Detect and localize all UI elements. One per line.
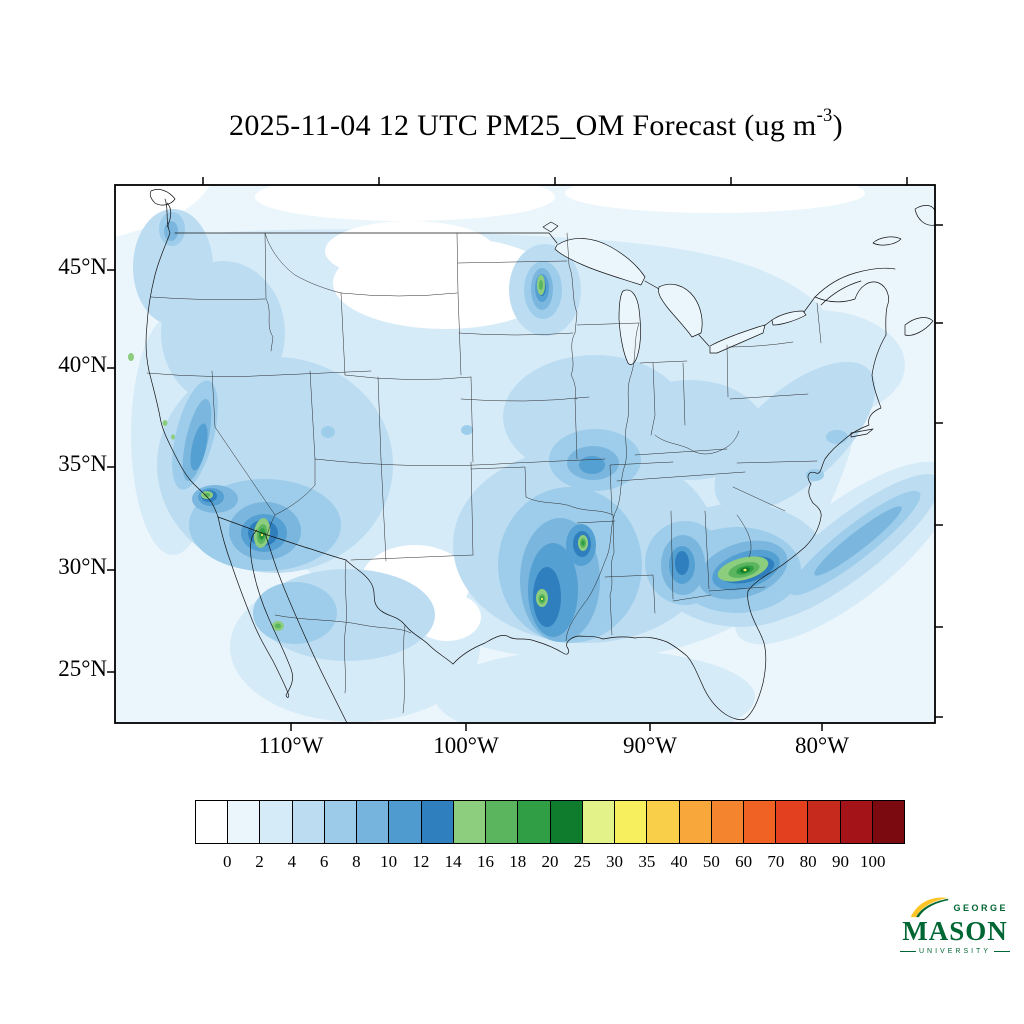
colorbar-tick-label: 6 bbox=[319, 852, 329, 871]
contour-level-min bbox=[115, 185, 865, 641]
colorbar-cell bbox=[291, 800, 325, 844]
colorbar-cell bbox=[614, 800, 648, 844]
colorbar-tick-label: 8 bbox=[352, 852, 361, 871]
colorbar-cell bbox=[420, 800, 454, 844]
axis-tick-marks bbox=[107, 177, 943, 731]
colorbar-tick-label: 60 bbox=[735, 852, 753, 871]
colorbar-tick-label: 20 bbox=[541, 852, 559, 871]
colorbar-cell bbox=[227, 800, 261, 844]
gmu-mason-text: MASON bbox=[902, 916, 1008, 946]
colorbar-cell bbox=[742, 800, 777, 844]
map-frame-border bbox=[114, 184, 936, 724]
lat-tick-label: 25°N bbox=[58, 656, 107, 681]
map-linework bbox=[145, 189, 935, 723]
lat-tick-label: 40°N bbox=[58, 352, 107, 377]
lat-tick-label: 30°N bbox=[58, 554, 107, 579]
lon-tick-label: 110°W bbox=[258, 733, 324, 758]
gmu-rule-left bbox=[900, 951, 916, 952]
colorbar-tick-label: 50 bbox=[702, 852, 720, 871]
colorbar-tick-label: 2 bbox=[255, 852, 264, 871]
chart-title-suffix: ) bbox=[832, 109, 843, 142]
colorbar-tick-label: 0 bbox=[223, 852, 232, 871]
great-lakes bbox=[554, 238, 807, 365]
colorbar-cell bbox=[646, 800, 680, 844]
colorbar-cell bbox=[710, 800, 744, 844]
colorbar-tick-label: 90 bbox=[831, 852, 849, 871]
gmu-logo-top-row: GEORGE bbox=[900, 896, 1010, 918]
gmu-rule-right bbox=[994, 951, 1011, 952]
lat-tick-label: 45°N bbox=[58, 254, 107, 279]
colorbar-tick-label: 40 bbox=[670, 852, 688, 871]
colorbar-tick-label: 70 bbox=[767, 852, 785, 871]
gmu-george-text: GEORGE bbox=[953, 903, 1008, 913]
colorbar-tick-labels: 0 2 4 6 8 10 12 14 16 18 20 25 30 35 40 50 60 70 80 90 100 bbox=[195, 852, 905, 876]
colorbar-cell bbox=[549, 800, 583, 844]
colorbar-tick-label: 80 bbox=[799, 852, 817, 871]
gmu-university-row: UNIVERSITY bbox=[900, 948, 1011, 955]
colorbar-tick-label: 18 bbox=[509, 852, 527, 871]
gmu-university-text: UNIVERSITY bbox=[919, 948, 992, 955]
colorbar-cell bbox=[452, 800, 487, 844]
chart-title: 2025-11-04 12 UTC PM25_OM Forecast (ug m… bbox=[46, 105, 1024, 143]
chart-title-text: 2025-11-04 12 UTC PM25_OM Forecast (ug m bbox=[229, 109, 817, 142]
colorbar-tick-label: 30 bbox=[606, 852, 624, 871]
colorbar-cell bbox=[388, 800, 422, 844]
colorbar-tick-label: 35 bbox=[638, 852, 656, 871]
colorbar-cell bbox=[581, 800, 616, 844]
colorbar-cell bbox=[323, 800, 358, 844]
state-borders bbox=[146, 232, 822, 714]
forecast-map bbox=[107, 177, 943, 731]
colorbar-tick-label: 25 bbox=[573, 852, 591, 871]
colorbar-tick-label: 16 bbox=[476, 852, 494, 871]
colorbar-tick-label: 14 bbox=[444, 852, 462, 871]
colorbar-tick-label: 12 bbox=[412, 852, 430, 871]
hotspot-yellow-cores bbox=[261, 533, 747, 601]
colorbar-cell bbox=[839, 800, 873, 844]
lon-tick-label: 80°W bbox=[795, 733, 849, 758]
colorbar-cell bbox=[259, 800, 293, 844]
colorbar-tick-label: 4 bbox=[287, 852, 297, 871]
colorbar-cell bbox=[356, 800, 390, 844]
colorbar-cell bbox=[871, 800, 906, 844]
chart-title-superscript: -3 bbox=[816, 105, 833, 127]
colorbar-cell bbox=[807, 800, 841, 844]
lon-tick-label: 100°W bbox=[433, 733, 499, 758]
gmu-swoosh-icon bbox=[910, 897, 949, 918]
contour-fill-layer bbox=[115, 185, 935, 723]
colorbar-cell bbox=[678, 800, 712, 844]
colorbar-cell bbox=[517, 800, 551, 844]
gmu-logo: GEORGE MASON UNIVERSITY bbox=[900, 896, 1011, 955]
colorbar-cell bbox=[195, 800, 229, 844]
colorbar bbox=[195, 800, 906, 844]
colorbar-tick-label: 100 bbox=[859, 852, 886, 871]
colorbar-tick-label: 10 bbox=[380, 852, 398, 871]
lat-tick-label: 35°N bbox=[58, 451, 107, 476]
colorbar-cell bbox=[775, 800, 809, 844]
lon-tick-label: 90°W bbox=[623, 733, 677, 758]
coastline-path bbox=[145, 189, 887, 723]
colorbar-cell bbox=[485, 800, 519, 844]
